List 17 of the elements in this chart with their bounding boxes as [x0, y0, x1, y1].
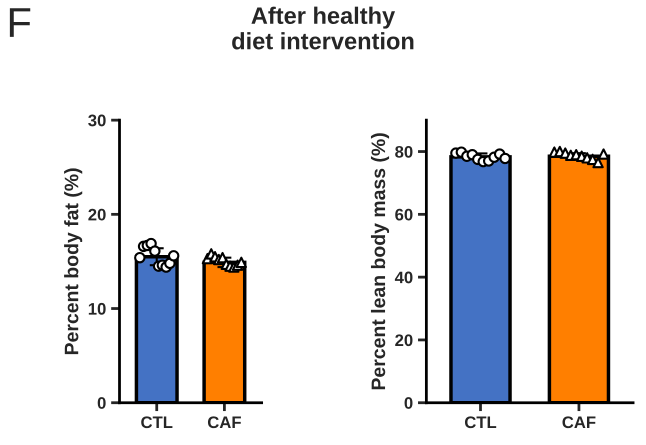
- text: F: [10, 8, 30, 37]
- y-tick-label: 80: [395, 146, 412, 158]
- x-tick-label: CAF: [562, 416, 596, 428]
- text: After healthy diet intervention: [232, 6, 414, 50]
- x-tick-label: CTL: [141, 416, 172, 428]
- x-tick-label: CAF: [208, 416, 241, 428]
- y-tick-label: 20: [88, 208, 106, 221]
- y-axis-title: Percent lean body mass (%): [370, 133, 390, 390]
- y-tick-label: 0: [98, 397, 106, 409]
- y-tick-label: 40: [394, 272, 412, 284]
- y-tick-label: 10: [88, 302, 106, 315]
- x-tick-label: CTL: [464, 416, 496, 428]
- y-tick-label: 60: [395, 208, 412, 221]
- y-tick-label: 20: [395, 334, 412, 346]
- y-tick-label: 0: [404, 397, 412, 409]
- y-axis-title: Percent body fat (%): [64, 168, 82, 354]
- y-tick-label: 30: [88, 114, 106, 126]
